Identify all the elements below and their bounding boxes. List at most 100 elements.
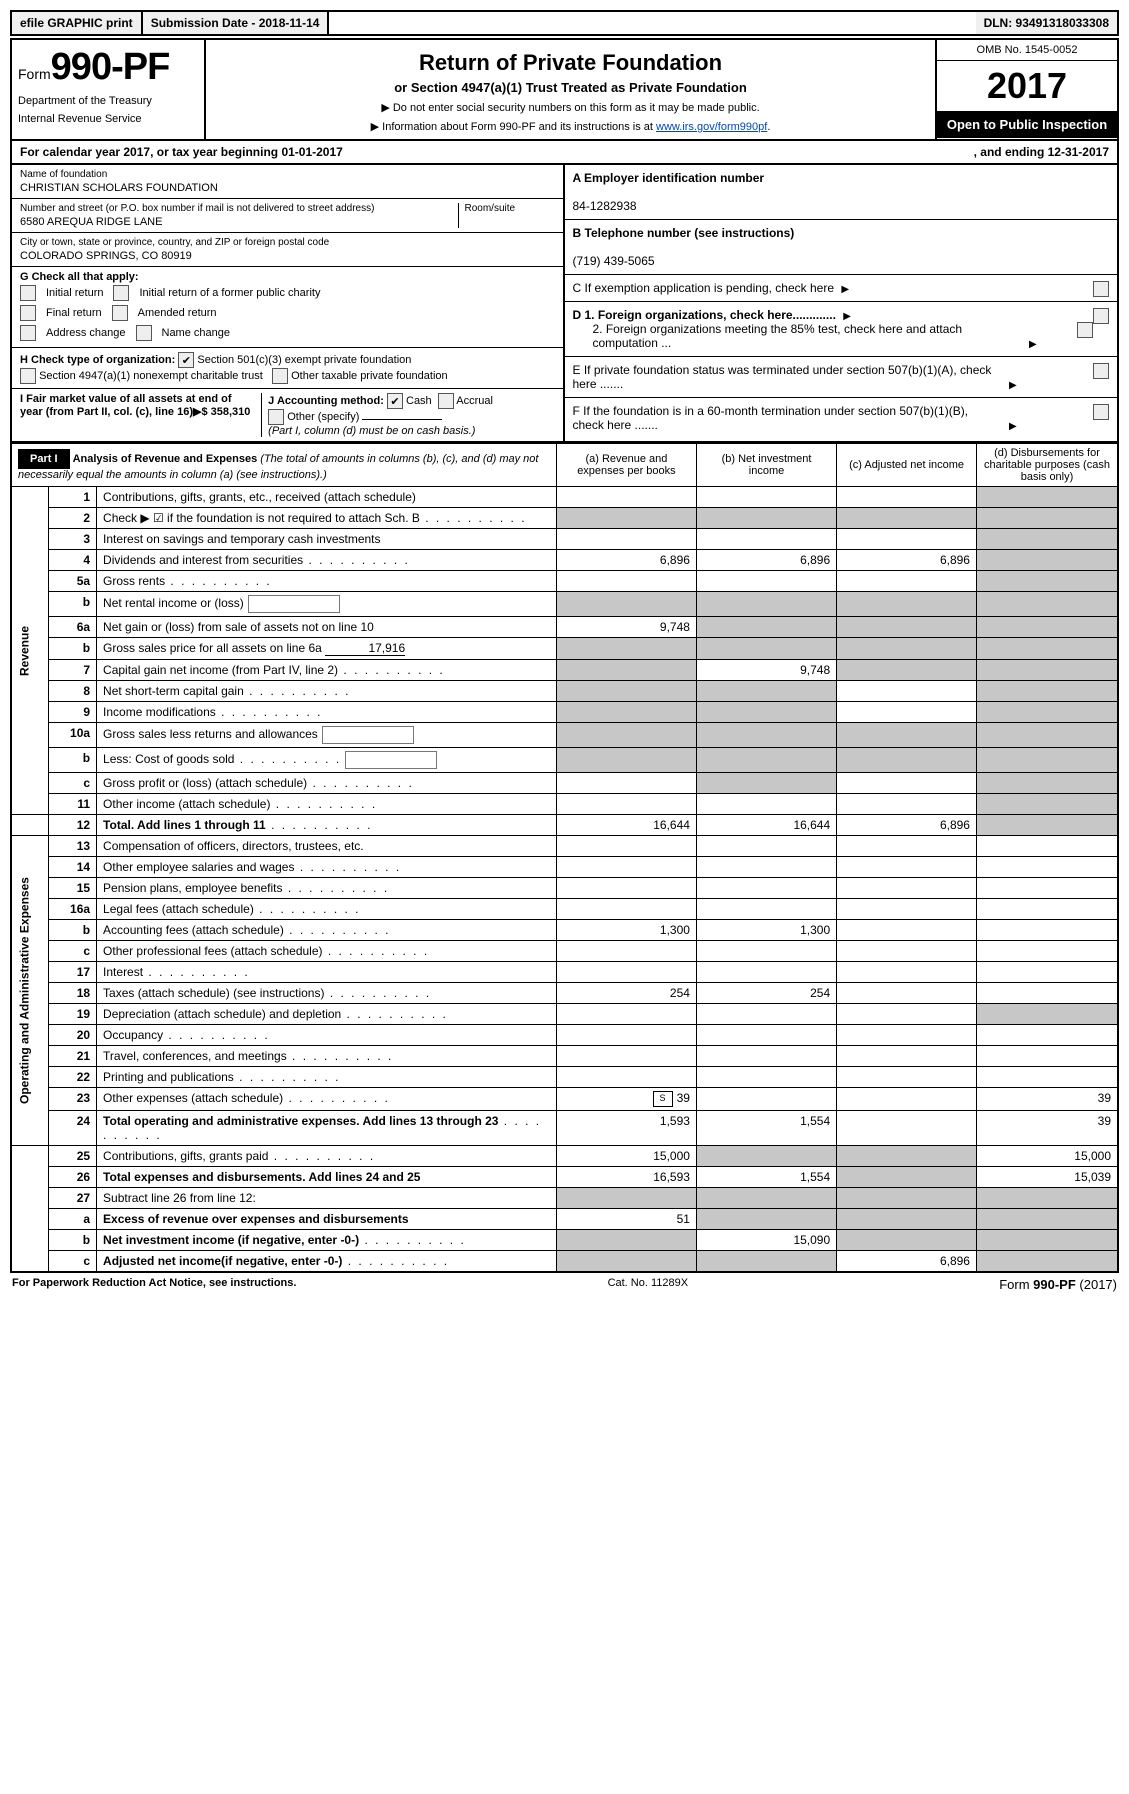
open-public: Open to Public Inspection [937, 111, 1117, 138]
arrow-icon [837, 281, 853, 295]
checkbox-d2[interactable] [1077, 322, 1093, 338]
e-label: E If private foundation status was termi… [573, 363, 1002, 391]
ld: Other expenses (attach schedule) [103, 1091, 283, 1105]
j1-label: Cash [406, 395, 432, 407]
ln: 25 [48, 1146, 96, 1167]
cell: 15,000 [976, 1146, 1118, 1167]
col-d-head: (d) Disbursements for charitable purpose… [976, 444, 1118, 487]
cell: 16,644 [696, 815, 836, 836]
j-label: J Accounting method: [268, 395, 384, 407]
checkbox-cash[interactable] [387, 393, 403, 409]
cell: 1,593 [556, 1111, 696, 1146]
checkbox-501c3[interactable] [178, 352, 194, 368]
footer-mid: Cat. No. 11289X [608, 1277, 689, 1292]
checkbox-accrual[interactable] [438, 393, 454, 409]
subfield[interactable] [248, 595, 340, 613]
cell: 1,300 [556, 920, 696, 941]
irs-link[interactable]: www.irs.gov/form990pf [656, 121, 767, 133]
checkbox-initial-return[interactable] [20, 285, 36, 301]
other-specify-field[interactable] [362, 419, 442, 420]
ld: Compensation of officers, directors, tru… [97, 836, 557, 857]
ln: 4 [48, 550, 96, 571]
ln: a [48, 1209, 96, 1230]
footer-left: For Paperwork Reduction Act Notice, see … [12, 1277, 296, 1292]
ein-label: A Employer identification number [573, 171, 765, 185]
d1-label: D 1. Foreign organizations, check here..… [573, 308, 836, 322]
g-opt-3: Amended return [138, 307, 217, 319]
ln: b [48, 638, 96, 660]
g-label: G Check all that apply: [20, 271, 139, 283]
ln: c [48, 941, 96, 962]
g-cell: G Check all that apply: Initial return I… [12, 267, 563, 348]
ld: Depreciation (attach schedule) and deple… [103, 1007, 341, 1021]
f-cell: F If the foundation is in a 60-month ter… [565, 398, 1118, 438]
checkbox-address-change[interactable] [20, 325, 36, 341]
ij-cell: I Fair market value of all assets at end… [12, 389, 563, 441]
j2-label: Accrual [456, 395, 493, 407]
calyear-right: , and ending 12-31-2017 [974, 145, 1109, 159]
ld: Accounting fees (attach schedule) [103, 923, 284, 937]
g-opt-2: Final return [46, 307, 102, 319]
form-title: Return of Private Foundation [212, 50, 929, 76]
checkbox-f[interactable] [1093, 404, 1109, 420]
i-label: I Fair market value of all assets at end… [20, 393, 250, 418]
note2-prefix: ▶ Information about Form 990-PF and its … [371, 121, 656, 133]
schedule-icon[interactable]: S [653, 1091, 673, 1107]
cell: 6,896 [837, 1251, 977, 1273]
f-label: F If the foundation is in a 60-month ter… [573, 404, 1002, 432]
checkbox-other-method[interactable] [268, 409, 284, 425]
ln: 19 [48, 1004, 96, 1025]
room-label: Room/suite [465, 203, 555, 214]
c-label: C If exemption application is pending, c… [573, 281, 835, 295]
part1-label: Part I [18, 449, 70, 469]
arrow-icon [1025, 336, 1041, 350]
cell: 6,896 [837, 550, 977, 571]
subfield[interactable] [322, 726, 414, 744]
ln: 2 [48, 508, 96, 529]
form-header: Form990-PF Department of the Treasury In… [10, 38, 1119, 141]
arrow-icon [839, 308, 855, 322]
ld: Dividends and interest from securities [103, 553, 303, 567]
checkbox-amended[interactable] [112, 305, 128, 321]
checkbox-initial-former[interactable] [113, 285, 129, 301]
checkbox-name-change[interactable] [136, 325, 152, 341]
cell: 39 [976, 1088, 1118, 1111]
ln: 26 [48, 1167, 96, 1188]
d2-label: 2. Foreign organizations meeting the 85%… [573, 322, 1022, 350]
city-value: COLORADO SPRINGS, CO 80919 [20, 250, 555, 262]
part1-title: Analysis of Revenue and Expenses [73, 453, 258, 465]
ld: Net investment income (if negative, ente… [103, 1233, 359, 1247]
ld: Contributions, gifts, grants, etc., rece… [97, 487, 557, 508]
dept2: Internal Revenue Service [18, 113, 198, 125]
ld: Excess of revenue over expenses and disb… [103, 1212, 408, 1226]
cell: 254 [696, 983, 836, 1004]
arrow-icon [1005, 377, 1021, 391]
ln: b [48, 920, 96, 941]
checkbox-other-taxable[interactable] [272, 368, 288, 384]
checkbox-final-return[interactable] [20, 305, 36, 321]
subfield[interactable] [345, 751, 437, 769]
addr-value: 6580 AREQUA RIDGE LANE [20, 216, 452, 228]
checkbox-4947[interactable] [20, 368, 36, 384]
omb: OMB No. 1545-0052 [937, 40, 1117, 61]
cell: 9,748 [556, 617, 696, 638]
cell: 51 [556, 1209, 696, 1230]
checkbox-e[interactable] [1093, 363, 1109, 379]
city-cell: City or town, state or province, country… [12, 233, 563, 267]
cell: 6,896 [696, 550, 836, 571]
checkbox-c[interactable] [1093, 281, 1109, 297]
ld: Capital gain net income (from Part IV, l… [103, 663, 338, 677]
ln: 17 [48, 962, 96, 983]
ld: Other professional fees (attach schedule… [103, 944, 322, 958]
checkbox-d1[interactable] [1093, 308, 1109, 324]
dln: DLN: 93491318033308 [976, 12, 1117, 34]
ln: 9 [48, 702, 96, 723]
cell: 1,300 [696, 920, 836, 941]
ld: Occupancy [103, 1028, 163, 1042]
ln: 3 [48, 529, 96, 550]
g-opt-4: Address change [46, 327, 126, 339]
revenue-side: Revenue [11, 487, 48, 815]
ln: 6a [48, 617, 96, 638]
ld: Other income (attach schedule) [103, 797, 270, 811]
form-prefix: Form [18, 66, 51, 82]
